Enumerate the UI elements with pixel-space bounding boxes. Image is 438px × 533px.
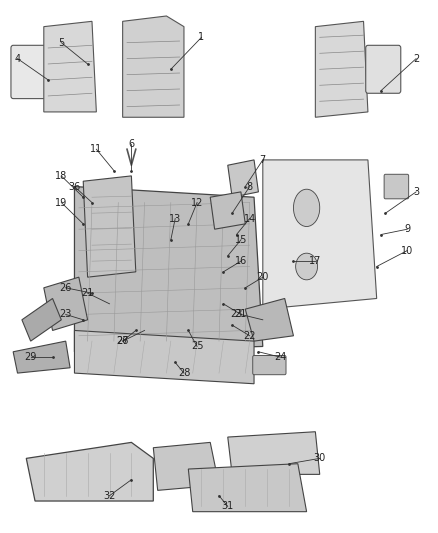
Text: 13: 13: [169, 214, 181, 223]
Text: 9: 9: [404, 224, 410, 234]
Text: 21: 21: [81, 288, 94, 298]
Text: 36: 36: [68, 182, 81, 191]
Text: 3: 3: [413, 187, 419, 197]
Text: 18: 18: [55, 171, 67, 181]
Text: 20: 20: [257, 272, 269, 282]
Text: 17: 17: [309, 256, 321, 266]
Text: 28: 28: [178, 368, 190, 378]
Text: 32: 32: [103, 491, 116, 500]
Ellipse shape: [293, 189, 320, 227]
Text: 31: 31: [222, 502, 234, 511]
FancyBboxPatch shape: [11, 45, 46, 99]
Polygon shape: [74, 330, 254, 384]
Polygon shape: [228, 432, 320, 474]
Polygon shape: [13, 341, 70, 373]
FancyBboxPatch shape: [384, 174, 409, 199]
Text: 4: 4: [14, 54, 21, 63]
FancyBboxPatch shape: [253, 356, 286, 375]
Text: 6: 6: [128, 139, 134, 149]
Text: 12: 12: [191, 198, 203, 207]
Text: 27: 27: [117, 336, 129, 346]
Polygon shape: [153, 442, 219, 490]
Polygon shape: [210, 192, 245, 229]
Ellipse shape: [296, 253, 318, 280]
Text: 30: 30: [314, 454, 326, 463]
Text: 23: 23: [230, 310, 243, 319]
Text: 2: 2: [413, 54, 419, 63]
Polygon shape: [26, 442, 153, 501]
Text: 7: 7: [260, 155, 266, 165]
Text: 1: 1: [198, 33, 205, 42]
Text: 19: 19: [55, 198, 67, 207]
Text: 10: 10: [401, 246, 413, 255]
Text: 24: 24: [274, 352, 286, 362]
Text: 26: 26: [117, 336, 129, 346]
Text: 15: 15: [235, 235, 247, 245]
Polygon shape: [22, 298, 61, 341]
Text: 21: 21: [235, 310, 247, 319]
FancyBboxPatch shape: [366, 45, 401, 93]
Polygon shape: [123, 16, 184, 117]
Polygon shape: [263, 160, 377, 309]
Text: 16: 16: [235, 256, 247, 266]
Polygon shape: [44, 21, 96, 112]
Text: 25: 25: [191, 342, 203, 351]
Text: 5: 5: [58, 38, 64, 47]
Text: 29: 29: [25, 352, 37, 362]
Text: 22: 22: [244, 331, 256, 341]
Text: 8: 8: [247, 182, 253, 191]
Polygon shape: [315, 21, 368, 117]
Text: 26: 26: [60, 283, 72, 293]
Polygon shape: [188, 464, 307, 512]
Polygon shape: [245, 298, 293, 341]
Polygon shape: [44, 277, 88, 330]
Polygon shape: [83, 176, 136, 277]
Text: 14: 14: [244, 214, 256, 223]
Polygon shape: [228, 160, 258, 197]
Text: 11: 11: [90, 144, 102, 154]
Text: 23: 23: [60, 310, 72, 319]
Polygon shape: [74, 187, 263, 352]
